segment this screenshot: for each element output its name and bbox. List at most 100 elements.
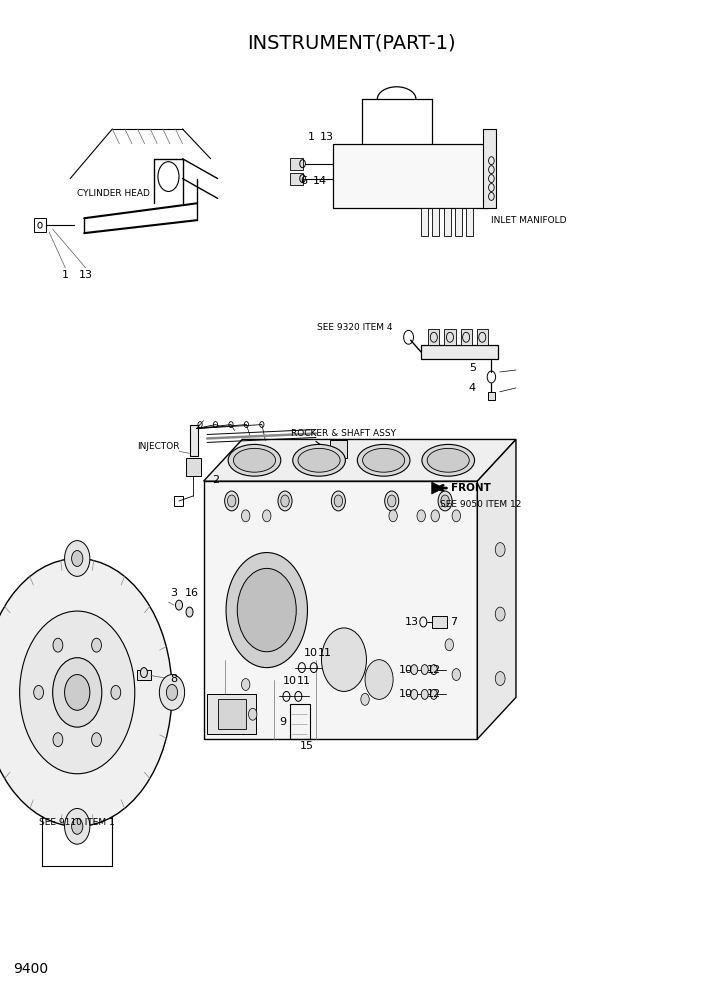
Text: 10: 10 bbox=[304, 648, 318, 658]
Bar bbox=[488, 392, 495, 400]
Circle shape bbox=[365, 660, 393, 699]
Circle shape bbox=[65, 808, 90, 844]
Circle shape bbox=[331, 491, 345, 511]
Bar bbox=[34, 218, 46, 232]
Circle shape bbox=[361, 693, 369, 705]
Circle shape bbox=[441, 495, 449, 507]
Ellipse shape bbox=[362, 448, 404, 472]
Circle shape bbox=[411, 665, 418, 675]
Text: 1: 1 bbox=[307, 132, 314, 142]
Polygon shape bbox=[477, 439, 516, 739]
Circle shape bbox=[389, 510, 397, 522]
Circle shape bbox=[34, 685, 44, 699]
Bar bbox=[421, 208, 428, 236]
Bar bbox=[483, 129, 496, 208]
Circle shape bbox=[72, 551, 83, 566]
Bar bbox=[174, 496, 183, 506]
Ellipse shape bbox=[233, 448, 275, 472]
Text: CYLINDER HEAD: CYLINDER HEAD bbox=[77, 189, 150, 198]
Circle shape bbox=[445, 639, 453, 651]
Text: 7: 7 bbox=[450, 617, 457, 627]
Bar bbox=[330, 440, 347, 458]
Circle shape bbox=[166, 684, 178, 700]
Circle shape bbox=[241, 510, 250, 522]
Circle shape bbox=[241, 679, 250, 690]
Circle shape bbox=[431, 510, 439, 522]
Text: 13: 13 bbox=[319, 132, 333, 142]
Text: 5: 5 bbox=[469, 363, 476, 373]
Text: INLET MANIFOLD: INLET MANIFOLD bbox=[491, 215, 567, 225]
Circle shape bbox=[281, 495, 289, 507]
Circle shape bbox=[417, 510, 425, 522]
Text: 12: 12 bbox=[427, 689, 441, 699]
Circle shape bbox=[340, 679, 348, 690]
Ellipse shape bbox=[357, 444, 410, 476]
Circle shape bbox=[322, 628, 366, 691]
Circle shape bbox=[20, 611, 135, 774]
Circle shape bbox=[72, 818, 83, 834]
Text: SEE 9320 ITEM 4: SEE 9320 ITEM 4 bbox=[317, 323, 393, 332]
Bar bbox=[290, 704, 310, 739]
Bar bbox=[186, 458, 201, 476]
Circle shape bbox=[334, 495, 343, 507]
Circle shape bbox=[496, 672, 505, 685]
Bar bbox=[137, 670, 151, 680]
Text: 2: 2 bbox=[212, 475, 219, 485]
Text: 10: 10 bbox=[283, 677, 297, 686]
Circle shape bbox=[430, 689, 437, 699]
Circle shape bbox=[430, 665, 437, 675]
Circle shape bbox=[227, 495, 236, 507]
Text: 13: 13 bbox=[79, 270, 93, 280]
Text: 11: 11 bbox=[318, 648, 332, 658]
Bar bbox=[421, 345, 498, 359]
Text: INJECTOR: INJECTOR bbox=[137, 441, 180, 451]
Text: 14: 14 bbox=[312, 176, 326, 186]
Bar bbox=[333, 144, 488, 208]
Bar bbox=[466, 208, 473, 236]
Bar bbox=[428, 329, 439, 345]
Text: 6: 6 bbox=[300, 176, 307, 186]
Circle shape bbox=[496, 607, 505, 621]
Text: INSTRUMENT(PART-1): INSTRUMENT(PART-1) bbox=[246, 34, 456, 53]
Text: 15: 15 bbox=[300, 741, 314, 751]
Circle shape bbox=[53, 638, 63, 652]
Ellipse shape bbox=[298, 448, 340, 472]
Ellipse shape bbox=[293, 444, 345, 476]
Circle shape bbox=[421, 665, 428, 675]
Polygon shape bbox=[432, 482, 444, 494]
Circle shape bbox=[249, 708, 257, 720]
Circle shape bbox=[53, 658, 102, 727]
Circle shape bbox=[388, 495, 396, 507]
Circle shape bbox=[496, 543, 505, 557]
Text: 13: 13 bbox=[405, 617, 419, 627]
Bar bbox=[204, 481, 477, 739]
Text: 1: 1 bbox=[62, 270, 69, 280]
Bar bbox=[432, 616, 447, 628]
Ellipse shape bbox=[228, 444, 281, 476]
Text: 8: 8 bbox=[171, 674, 178, 683]
Circle shape bbox=[237, 568, 296, 652]
Text: 9: 9 bbox=[279, 717, 286, 727]
Bar bbox=[218, 699, 246, 729]
Bar bbox=[455, 208, 462, 236]
Circle shape bbox=[411, 689, 418, 699]
Circle shape bbox=[91, 733, 101, 747]
Ellipse shape bbox=[422, 444, 475, 476]
Circle shape bbox=[438, 491, 452, 511]
Text: 12: 12 bbox=[427, 665, 441, 675]
Text: SEE 9050 ITEM 12: SEE 9050 ITEM 12 bbox=[440, 500, 522, 509]
Bar bbox=[461, 329, 472, 345]
Circle shape bbox=[226, 553, 307, 668]
Circle shape bbox=[91, 638, 101, 652]
Text: 10: 10 bbox=[399, 665, 413, 675]
Text: FRONT: FRONT bbox=[451, 483, 491, 493]
Text: 3: 3 bbox=[171, 588, 178, 598]
Bar bbox=[477, 329, 488, 345]
Circle shape bbox=[65, 541, 90, 576]
Circle shape bbox=[140, 668, 147, 678]
Circle shape bbox=[421, 689, 428, 699]
Text: 16: 16 bbox=[185, 588, 199, 598]
Circle shape bbox=[263, 510, 271, 522]
Bar bbox=[207, 694, 256, 734]
Ellipse shape bbox=[427, 448, 469, 472]
